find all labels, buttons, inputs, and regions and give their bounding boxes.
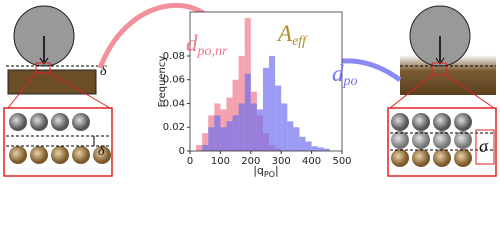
histogram-bar — [226, 121, 233, 151]
sigma-symbol: σ — [479, 136, 489, 156]
histogram-bar — [220, 127, 227, 151]
histogram-bar — [208, 127, 215, 151]
histogram-bar — [232, 115, 239, 151]
x-axis-label-end: | — [275, 164, 279, 177]
y-tick-label: 0.08 — [163, 51, 185, 62]
histogram-bar — [311, 146, 318, 151]
gap-symbol: δ — [98, 144, 105, 159]
x-tick-label: 400 — [302, 156, 321, 167]
y-tick-label: 0.06 — [163, 75, 185, 86]
histogram-bar — [202, 145, 209, 151]
plot-frame — [189, 11, 343, 152]
histogram-bar — [214, 115, 221, 151]
annotation-base: d — [186, 31, 198, 56]
histogram-bar — [305, 141, 312, 151]
gap-symbol: δ — [100, 64, 107, 79]
histogram-bar — [287, 121, 294, 151]
histogram-bar — [244, 73, 251, 151]
y-axis-label: Frequency — [157, 56, 168, 108]
histogram-bar — [262, 67, 270, 151]
histogram-bar — [281, 103, 288, 151]
annotation-base: d — [332, 61, 344, 86]
histogram-bar — [299, 136, 306, 151]
x-tick-label: 0 — [187, 156, 193, 167]
figure: δ δ σ 0 0.02 0.04 0.06 0.08 0 100 200 300 400 500 F… — [3, 3, 497, 179]
histogram-bar — [317, 147, 324, 151]
y-tick-label: 0.02 — [163, 122, 185, 133]
histogram-bar — [238, 103, 245, 151]
annotation-base: A — [276, 21, 293, 46]
left-illustration: δ δ — [3, 5, 113, 177]
histogram-bar — [323, 148, 330, 151]
x-tick-label: 500 — [332, 156, 351, 167]
x-axis-label-sub: PO — [264, 170, 275, 179]
annotation-sub: po,nr — [197, 44, 229, 59]
y-tick-label: 0.04 — [163, 98, 185, 109]
x-tick-label: 200 — [241, 156, 260, 167]
right-illustration: σ — [387, 5, 497, 177]
histogram-bar — [250, 103, 257, 151]
histogram-bar — [202, 133, 209, 151]
x-axis-label-main: |q — [253, 164, 264, 177]
annotation: dpo — [332, 61, 358, 89]
histogram: 0 0.02 0.04 0.06 0.08 0 100 200 300 400 500 Frequen… — [157, 11, 352, 179]
annotation-sub: eff — [292, 34, 308, 49]
x-axis-label: |qPO| — [253, 164, 279, 179]
x-tick-label: 300 — [272, 156, 291, 167]
annotation: Aeff — [276, 21, 308, 49]
x-tick-label: 100 — [211, 156, 230, 167]
histogram-bar — [269, 55, 276, 152]
histogram-bar — [293, 127, 300, 151]
annotation-sub: po — [343, 74, 358, 89]
y-tick-label: 0 — [179, 146, 185, 157]
histogram-bar — [256, 109, 263, 151]
annotation: dpo,nr — [186, 31, 228, 59]
histogram-bar — [275, 85, 282, 151]
histogram-bar — [196, 145, 203, 151]
